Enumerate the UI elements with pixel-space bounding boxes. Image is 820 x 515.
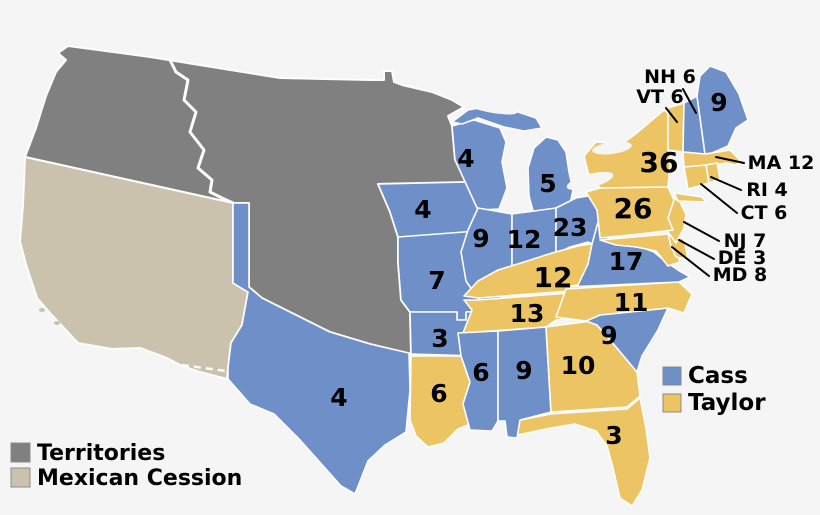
votes-texas: 4 [330,383,347,412]
legend-parties: Cass Taylor [662,363,766,416]
votes-maine: 9 [710,88,727,117]
lake-erie [566,171,614,191]
callout-delaware: DE 3 [718,247,767,269]
state-north-carolina [555,281,693,322]
votes-missouri: 7 [428,266,445,295]
callout-massachusetts: MA 12 [748,152,815,174]
leader-rhode-island [710,176,742,191]
votes-michigan: 5 [539,169,556,198]
legend-regions: Territories Mexican Cession [10,441,242,491]
votes-georgia: 10 [561,351,596,380]
votes-north-carolina: 11 [614,288,649,317]
votes-virginia: 17 [609,247,644,276]
state-vermont [667,102,685,153]
votes-new-york: 36 [640,146,679,179]
leader-maryland [671,246,710,277]
callout-maryland: MD 8 [713,264,768,286]
votes-wisconsin: 4 [457,144,474,173]
votes-tennessee: 13 [510,299,545,328]
legend-label-territories: Territories [37,441,165,466]
state-wisconsin [451,119,508,211]
votes-illinois: 9 [472,224,489,253]
leader-new-jersey [683,221,720,242]
lake-ontario [592,141,632,155]
legend-swatch-mexican-cession [10,467,31,488]
channel-island [39,308,45,312]
state-delaware [667,233,689,260]
votes-kentucky: 12 [534,261,573,294]
callout-rhode-island: RI 4 [746,179,788,201]
legend-swatch-taylor [662,393,682,413]
votes-florida: 3 [605,421,622,450]
callout-vermont: VT 6 [636,86,684,108]
leader-delaware [678,239,715,260]
legend-label-taylor: Taylor [688,390,766,416]
votes-mississippi: 6 [472,358,489,387]
leader-massachusetts [715,156,745,164]
votes-pennsylvania: 26 [614,192,653,225]
leader-connecticut [700,183,738,214]
missouri-river [168,58,235,205]
votes-south-carolina: 9 [600,321,617,350]
callout-new-jersey: NJ 7 [724,230,767,252]
votes-alabama: 9 [515,356,532,385]
legend-label-mexican-cession: Mexican Cession [37,466,242,491]
lake-superior [458,97,518,115]
votes-iowa: 4 [414,195,431,224]
legend-label-cass: Cass [688,363,748,389]
leader-new-hampshire [682,88,697,114]
votes-indiana: 12 [507,225,542,254]
leader-vermont [665,107,678,123]
votes-ohio: 23 [553,213,588,242]
votes-arkansas: 3 [431,324,448,353]
state-rhode-island [705,162,721,184]
state-kentucky [463,242,597,299]
legend-swatch-cass [662,366,682,386]
legend-swatch-territories [10,442,31,463]
state-florida [504,397,651,507]
state-texas [227,202,411,495]
state-new-york-long-island [673,192,707,203]
dashed-southern-boundary [181,363,227,373]
channel-island [54,321,60,325]
state-connecticut [683,164,710,190]
votes-louisiana: 6 [430,379,447,408]
callout-new-hampshire: NH 6 [644,66,696,88]
callout-connecticut: CT 6 [741,202,788,224]
